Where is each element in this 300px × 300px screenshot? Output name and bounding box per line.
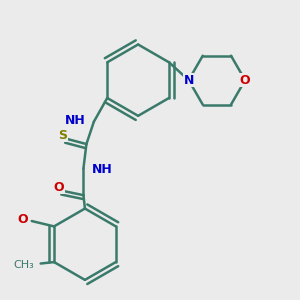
- Text: CH₃: CH₃: [13, 260, 34, 270]
- Text: S: S: [58, 129, 67, 142]
- Text: O: O: [18, 213, 28, 226]
- Text: O: O: [54, 181, 64, 194]
- Text: NH: NH: [65, 114, 85, 128]
- Text: N: N: [184, 74, 194, 87]
- Text: O: O: [240, 74, 250, 87]
- Text: NH: NH: [92, 164, 113, 176]
